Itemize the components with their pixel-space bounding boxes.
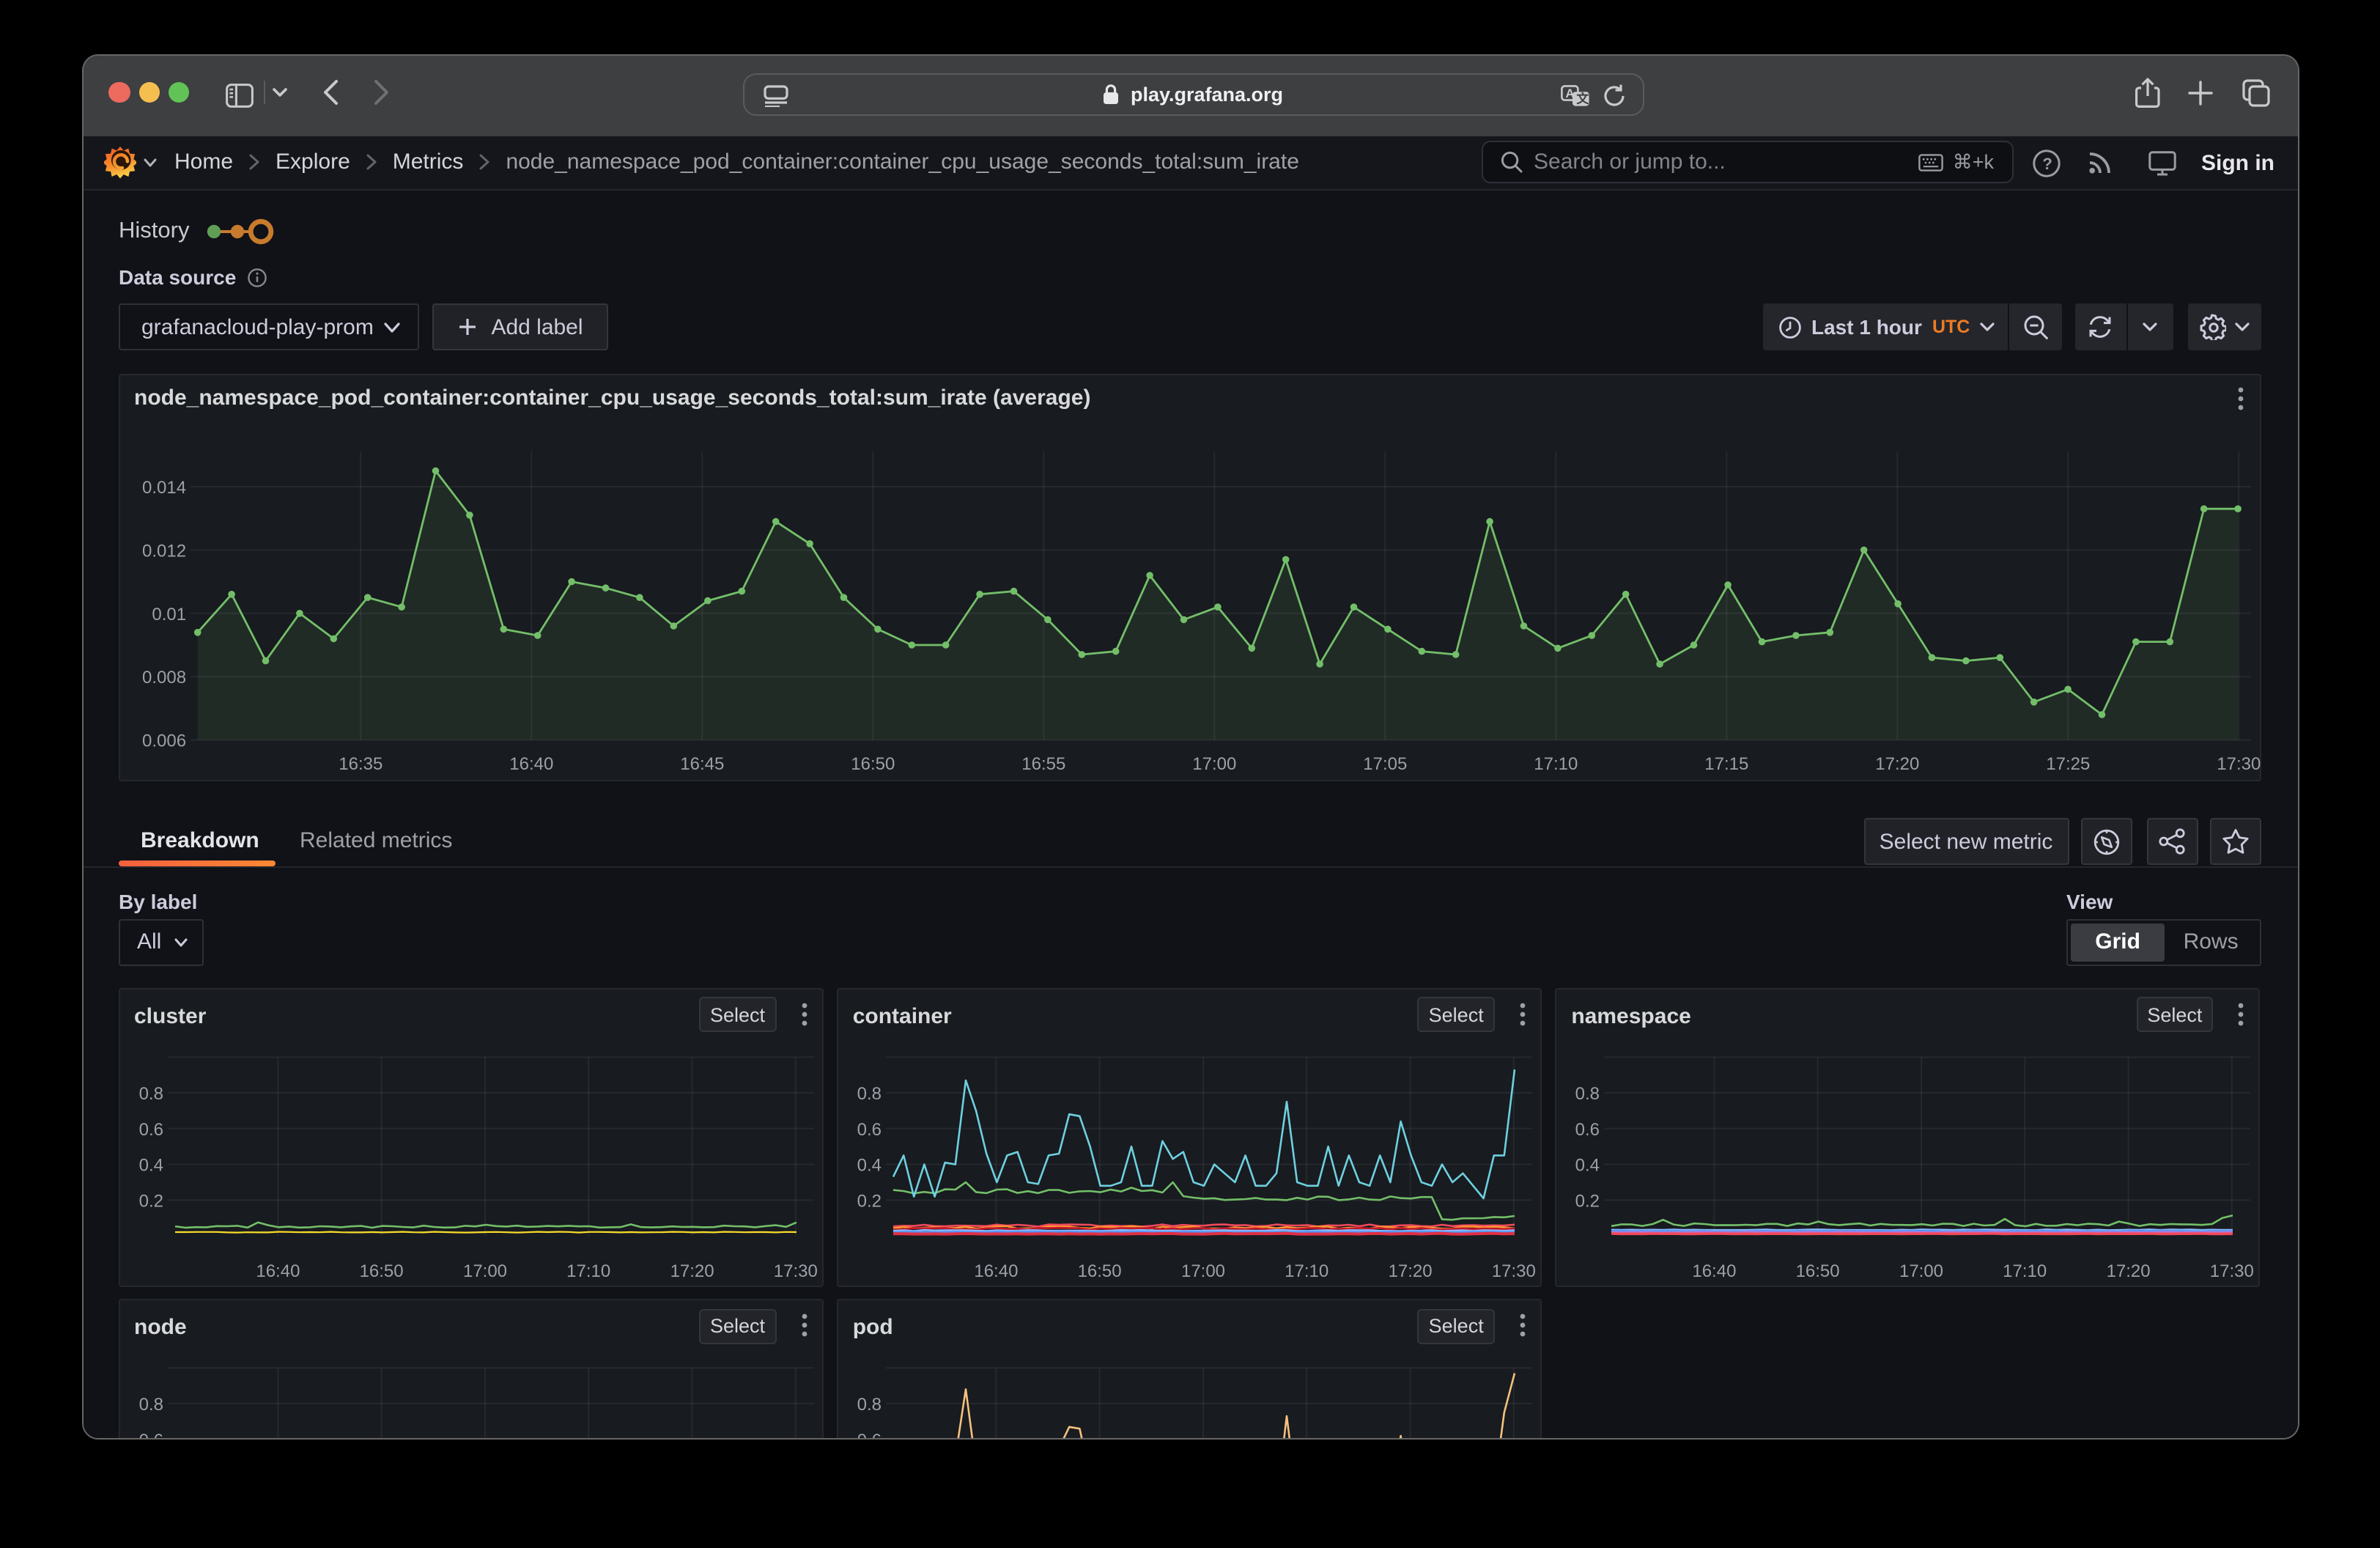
svg-text:0.012: 0.012: [141, 541, 185, 561]
svg-text:17:10: 17:10: [1285, 1261, 1328, 1280]
svg-text:17:30: 17:30: [2210, 1261, 2254, 1280]
svg-text:0.6: 0.6: [1575, 1119, 1600, 1139]
svg-text:0.6: 0.6: [857, 1431, 881, 1438]
svg-text:17:00: 17:00: [1191, 754, 1235, 774]
svg-text:0.8: 0.8: [1575, 1083, 1600, 1103]
svg-text:17:20: 17:20: [1388, 1261, 1432, 1280]
svg-text:16:50: 16:50: [1796, 1261, 1840, 1280]
svg-text:0.4: 0.4: [1575, 1155, 1600, 1175]
svg-text:17:00: 17:00: [1899, 1261, 1943, 1280]
svg-text:16:40: 16:40: [974, 1261, 1018, 1280]
svg-text:16:50: 16:50: [359, 1261, 403, 1280]
svg-text:0.4: 0.4: [857, 1155, 881, 1175]
svg-text:17:20: 17:20: [1874, 754, 1918, 774]
svg-text:16:40: 16:40: [255, 1261, 299, 1280]
svg-text:17:30: 17:30: [2216, 754, 2260, 774]
svg-text:16:55: 16:55: [1021, 754, 1065, 774]
svg-text:0.2: 0.2: [138, 1190, 163, 1210]
svg-text:?: ?: [2042, 155, 2052, 173]
svg-text:17:05: 17:05: [1362, 754, 1406, 774]
svg-text:16:50: 16:50: [850, 754, 894, 774]
svg-text:0.6: 0.6: [138, 1119, 163, 1139]
svg-text:17:15: 17:15: [1704, 754, 1748, 774]
svg-text:0.008: 0.008: [141, 668, 185, 688]
svg-text:0.014: 0.014: [141, 478, 185, 498]
svg-text:文: 文: [1575, 92, 1589, 106]
svg-text:0.8: 0.8: [857, 1396, 881, 1415]
svg-text:16:50: 16:50: [1077, 1261, 1121, 1280]
svg-text:0.006: 0.006: [141, 731, 185, 751]
svg-text:17:00: 17:00: [1181, 1261, 1225, 1280]
svg-text:17:20: 17:20: [670, 1261, 714, 1280]
svg-text:0.8: 0.8: [138, 1396, 163, 1415]
svg-text:16:35: 16:35: [338, 754, 382, 774]
svg-text:0.8: 0.8: [857, 1083, 881, 1103]
svg-text:16:45: 16:45: [679, 754, 723, 774]
svg-text:17:25: 17:25: [2045, 754, 2089, 774]
svg-text:0.4: 0.4: [138, 1155, 163, 1175]
svg-text:0.2: 0.2: [857, 1190, 881, 1210]
svg-text:0.01: 0.01: [151, 605, 185, 624]
svg-text:17:10: 17:10: [1533, 754, 1577, 774]
svg-text:A: A: [1564, 87, 1573, 101]
svg-text:0.8: 0.8: [138, 1083, 163, 1103]
svg-text:0.6: 0.6: [857, 1119, 881, 1139]
svg-text:0.2: 0.2: [1575, 1190, 1600, 1210]
svg-text:17:20: 17:20: [2107, 1261, 2151, 1280]
svg-text:17:00: 17:00: [462, 1261, 506, 1280]
svg-text:17:10: 17:10: [566, 1261, 610, 1280]
svg-text:17:10: 17:10: [2003, 1261, 2047, 1280]
svg-text:17:30: 17:30: [1491, 1261, 1535, 1280]
svg-text:0.6: 0.6: [138, 1431, 163, 1438]
svg-text:16:40: 16:40: [509, 754, 552, 774]
svg-text:17:30: 17:30: [773, 1261, 817, 1280]
svg-text:16:40: 16:40: [1693, 1261, 1737, 1280]
